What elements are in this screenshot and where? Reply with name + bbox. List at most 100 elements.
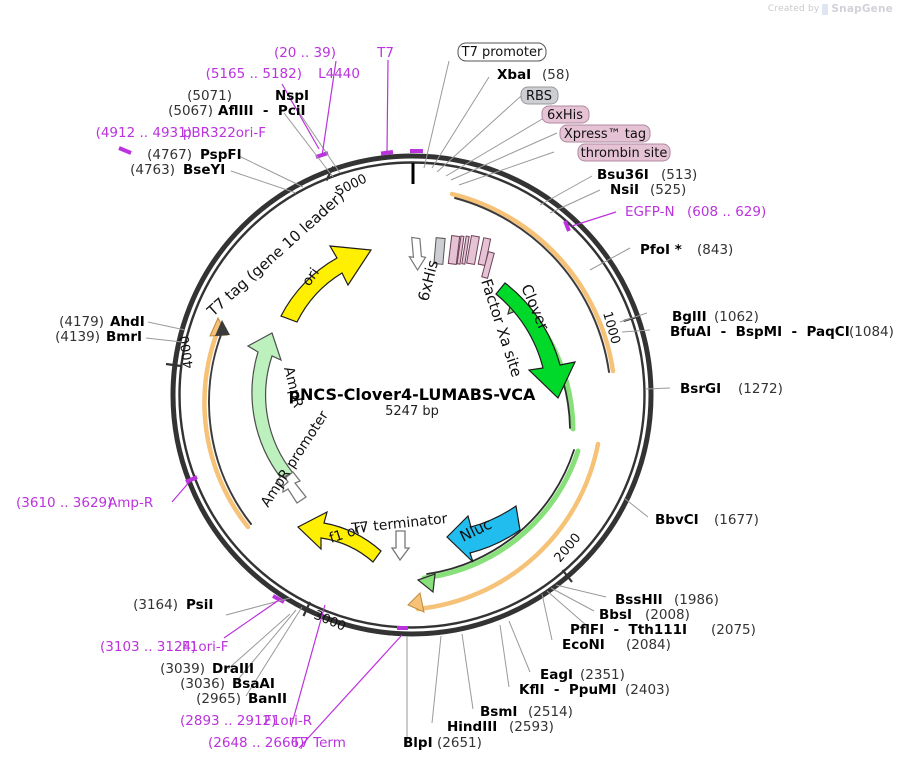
ruler-tick-3000: 3000 [302, 601, 348, 635]
feature-clover-arrow [495, 282, 577, 400]
sites-right: BbvCI (1677) BsrGI (1272) BfuAI - BspMI … [497, 67, 894, 528]
site-bglii: BglII (1062) [672, 309, 759, 325]
site-enzyme: BlpI [403, 735, 433, 751]
site-ahdi: (4179) AhdI [59, 314, 145, 330]
primer-name: F1ori-R [264, 713, 312, 729]
leader-lines-gray [145, 60, 671, 745]
primer-range: (3103 .. 3124) [100, 639, 196, 655]
primer-name: Amp-R [108, 495, 153, 511]
site-enzyme: BmrI [106, 329, 142, 345]
site-enzyme: BssHII [615, 592, 663, 608]
ruler-tick-4000: 4000 [165, 335, 197, 370]
feature-ori-arrow [280, 245, 373, 323]
primer-label-pbr322ori-f: (4912 .. 4931) pBR322ori-F [96, 125, 266, 141]
site-bfuai-bspmi-paqci: BfuAI - BspMI - PaqCI (1084) [670, 324, 894, 340]
site-banii: (2965) BanII [196, 691, 287, 707]
site-enzyme: BanII [248, 691, 287, 707]
site-position: (513) [661, 167, 697, 183]
sites-bottom: BlpI (2651) HindIII (2593) BsmI (2514) K… [403, 667, 670, 751]
site-enzyme: NsiI [610, 182, 639, 198]
site-econi: EcoNI (2084) [562, 637, 671, 653]
site-bmri: (4139) BmrI [55, 329, 142, 345]
site-nsii: NsiI (525) [610, 182, 686, 198]
feature-ampr-arrow [246, 332, 294, 479]
backbone-dark-arcs [208, 197, 610, 525]
primer-label-f1ori-r: (2893 .. 2912) F1ori-R [180, 713, 312, 729]
primer-label-t7-term: (2648 .. 2666) T7 Term [208, 735, 346, 751]
primer-range: (608 .. 629) [687, 204, 766, 220]
primer-range: (2893 .. 2912) [180, 713, 276, 729]
glyph-rbs [433, 237, 446, 265]
primer-labels: (20 .. 39) T7 (5165 .. 5182) L4440 (4912… [16, 45, 766, 751]
primer-name: T7 [376, 45, 394, 61]
site-enzyme: BfuAI - BspMI - PaqCI [670, 324, 850, 340]
sites-left: (4179) AhdI (4139) BmrI [55, 314, 145, 345]
boxed-label-t7-promoter: T7 promoter [457, 42, 547, 62]
glyph-factor-xa-site [481, 251, 495, 279]
glyph-6xhis [447, 235, 461, 265]
site-bsu36i: Bsu36I (513) [597, 167, 697, 183]
site-enzyme: AhdI [110, 314, 145, 330]
site-enzyme: BsmI [480, 704, 517, 720]
site-bbvci: BbvCI (1677) [655, 512, 759, 528]
site-enzyme: BsaAI [232, 676, 275, 692]
site-bbsi: BbsI (2008) [599, 607, 690, 623]
site-enzyme: PfoI * [640, 242, 682, 258]
site-position: (4767) [147, 147, 192, 163]
primer-range: (2648 .. 2666) [208, 735, 304, 751]
site-bsmi: BsmI (2514) [480, 704, 573, 720]
primer-name: L4440 [318, 66, 360, 82]
site-enzyme: BseYI [183, 162, 225, 178]
top-feature-glyphs [408, 234, 495, 279]
sites-bottom-right: EcoNI (2084) PflFI - Tth111I (2075) BbsI… [562, 592, 756, 653]
feature-t7-terminator-arrow [390, 530, 411, 562]
boxed-label-text: Xpress™ tag [564, 127, 646, 142]
site-position: (3039) [160, 661, 205, 677]
site-bsrgi: BsrGI (1272) [680, 381, 783, 397]
site-position: (2403) [625, 682, 670, 698]
primer-name: T7 Term [291, 735, 346, 751]
boxed-label-text: RBS [526, 89, 552, 104]
glyph-spacer-b [461, 235, 470, 265]
boxed-label-text: T7 promoter [461, 45, 543, 60]
site-position: (2651) [437, 735, 482, 751]
site-enzyme: BbsI [599, 607, 632, 623]
site-nspi: (5071) NspI [187, 88, 309, 104]
site-position: (58) [542, 67, 570, 83]
plasmid-backbone [170, 153, 654, 637]
boxed-label-6xhis: 6xHis [541, 105, 590, 124]
sites-top-left: (5071) NspI (5067) AflIII - PciI (4767) … [130, 88, 309, 178]
site-position: (4139) [55, 329, 100, 345]
primer-range: (5165 .. 5182) [206, 66, 302, 82]
site-enzyme: Bsu36I [597, 167, 649, 183]
boxed-label-text: thrombin site [581, 146, 668, 161]
feature-ampr-promoter-arrow [276, 471, 307, 504]
site-blpi: BlpI (2651) [403, 735, 482, 751]
glyph-spacer-a [456, 235, 465, 265]
site-position: (1084) [849, 324, 894, 340]
site-position: (525) [650, 182, 686, 198]
site-enzyme: PsiI [186, 597, 213, 613]
site-position: (1677) [714, 512, 759, 528]
snapgene-logo-icon [822, 3, 829, 15]
primer-range: (3610 .. 3629) [16, 495, 112, 511]
site-afliii-pcii: (5067) AflIII - PciI [168, 103, 305, 119]
site-enzyme: EcoNI [562, 637, 605, 653]
primer-range: (20 .. 39) [274, 45, 336, 61]
primer-label-f1ori-f: (3103 .. 3124) F1ori-F [100, 639, 229, 655]
site-bsshii: BssHII (1986) [615, 592, 719, 608]
site-enzyme: PflFI - Tth111I [570, 622, 687, 638]
site-position: (2514) [528, 704, 573, 720]
site-enzyme: PspFI [200, 147, 242, 163]
site-enzyme: DraIII [212, 661, 254, 677]
primer-label-l4440: (5165 .. 5182) L4440 [206, 66, 360, 82]
site-hindiii: HindIII (2593) [447, 719, 554, 735]
primer-name: pBR322ori-F [183, 125, 266, 141]
ampr-direction-arrowhead [215, 320, 230, 336]
site-pfoi: PfoI * (843) [640, 242, 733, 258]
primer-label-amp-r: (3610 .. 3629) Amp-R [16, 495, 153, 511]
snapgene-watermark: Created by SnapGene [768, 3, 893, 15]
site-position: (4179) [59, 314, 104, 330]
backbone-orange-arcs [202, 191, 616, 612]
site-eagi: EagI (2351) [540, 667, 625, 683]
